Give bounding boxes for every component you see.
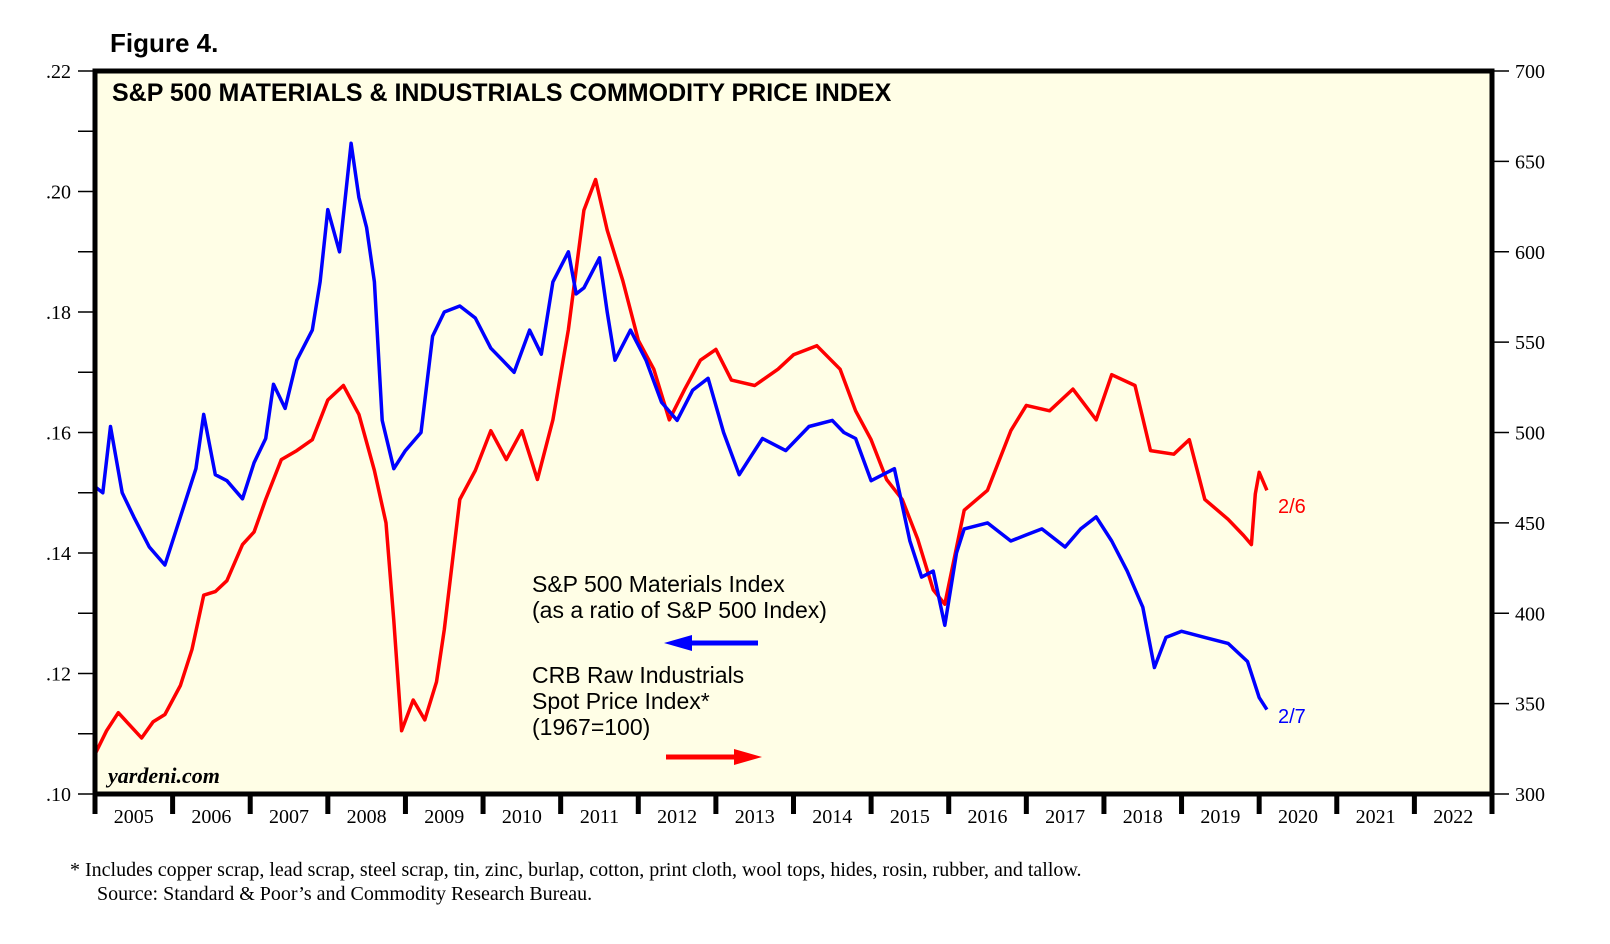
- legend-materials-line1: S&P 500 Materials Index: [532, 571, 785, 597]
- left-tick-label: .14: [46, 543, 71, 565]
- legend-crb-line3: (1967=100): [532, 714, 650, 740]
- x-axis: 2005 2006 2007 2008 2009 2010 2011 2012 2013 2014…: [92, 794, 1495, 828]
- x-tick-label: 2015: [890, 806, 930, 828]
- x-tick-label: 2005: [114, 806, 154, 828]
- figure-label: Figure 4.: [110, 28, 218, 58]
- x-tick-label: 2007: [269, 806, 309, 828]
- x-tick-label: 2020: [1278, 806, 1318, 828]
- right-tick-label: 400: [1515, 603, 1545, 625]
- right-tick-label: 650: [1515, 151, 1545, 173]
- right-tick-label: 600: [1515, 242, 1545, 264]
- legend-crb-line1: CRB Raw Industrials: [532, 662, 744, 688]
- left-axis: .10 .12 .14 .16 .18 .20 .22: [46, 61, 95, 806]
- x-tick-label: 2008: [347, 806, 387, 828]
- legend-crb-arrow-icon: [666, 749, 762, 765]
- x-tick-label: 2009: [424, 806, 464, 828]
- end-label-crb: 2/6: [1278, 496, 1306, 518]
- right-tick-label: 550: [1515, 332, 1545, 354]
- right-tick-label: 700: [1515, 61, 1545, 83]
- x-tick-label: 2013: [735, 806, 775, 828]
- legend-crb-line2: Spot Price Index*: [532, 688, 710, 714]
- plot-area: [95, 71, 1492, 794]
- series-layer: [93, 141, 1269, 755]
- legend-materials-line2: (as a ratio of S&P 500 Index): [532, 597, 827, 623]
- left-tick-label: .20: [46, 182, 71, 204]
- footnote: * Includes copper scrap, lead scrap, ste…: [70, 859, 1082, 881]
- left-tick-label: .10: [46, 784, 71, 806]
- watermark: yardeni.com: [105, 763, 220, 788]
- right-tick-label: 300: [1515, 784, 1545, 806]
- x-tick-label: 2022: [1433, 806, 1473, 828]
- left-tick-label: .18: [46, 302, 71, 324]
- legend: S&P 500 Materials Index (as a ratio of S…: [532, 571, 827, 765]
- legend-materials-arrow-icon: [664, 635, 758, 651]
- x-tick-label: 2019: [1200, 806, 1240, 828]
- chart-title: S&P 500 MATERIALS & INDUSTRIALS COMMODIT…: [112, 79, 892, 107]
- x-tick-label: 2012: [657, 806, 697, 828]
- left-tick-label: .16: [46, 423, 71, 445]
- left-tick-label: .22: [46, 61, 71, 83]
- right-tick-label: 500: [1515, 423, 1545, 445]
- x-tick-label: 2017: [1045, 806, 1085, 828]
- x-tick-label: 2016: [968, 806, 1008, 828]
- x-tick-label: 2018: [1123, 806, 1163, 828]
- x-tick-label: 2006: [191, 806, 231, 828]
- source-note: Source: Standard & Poor’s and Commodity …: [97, 883, 592, 905]
- x-tick-label: 2011: [580, 806, 619, 828]
- right-tick-label: 450: [1515, 513, 1545, 535]
- x-tick-label: 2021: [1356, 806, 1396, 828]
- right-axis: 300 350 400 450 500 550 600 650 700: [1492, 61, 1545, 806]
- right-tick-label: 350: [1515, 694, 1545, 716]
- end-label-materials: 2/7: [1278, 706, 1306, 728]
- left-tick-label: .12: [46, 664, 71, 686]
- x-tick-label: 2010: [502, 806, 542, 828]
- x-tick-label: 2014: [812, 806, 852, 828]
